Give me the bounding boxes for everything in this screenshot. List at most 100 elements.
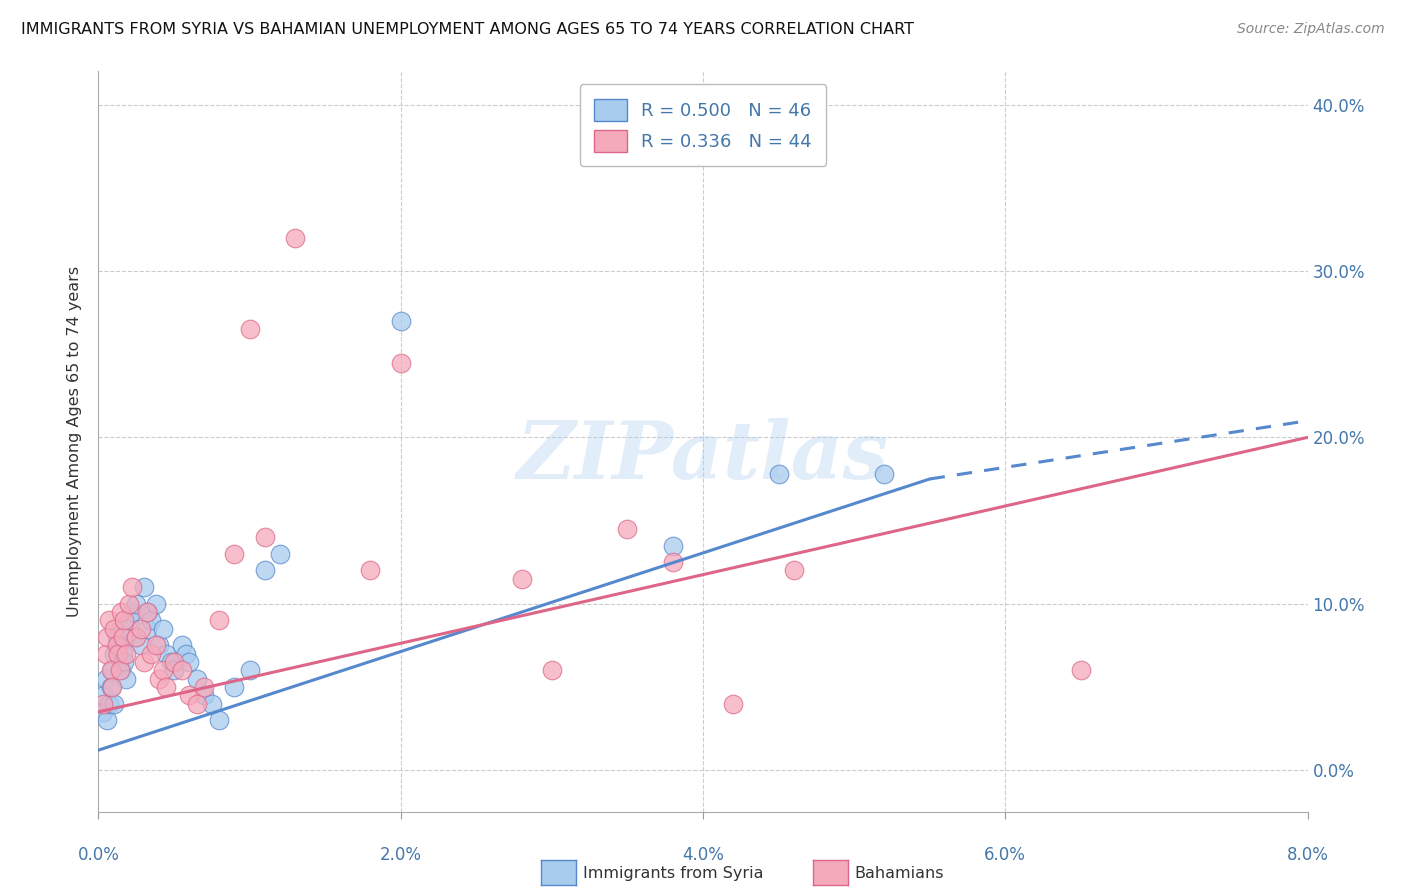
Point [132, 580, 155, 594]
Point [389, 355, 412, 369]
Point [114, 672, 136, 686]
Point [91, 705, 114, 719]
Point [186, 697, 208, 711]
Point [101, 663, 124, 677]
Point [253, 530, 276, 544]
Point [1070, 663, 1092, 677]
Point [174, 647, 197, 661]
Point [135, 605, 157, 619]
Text: 2.0%: 2.0% [380, 847, 422, 864]
Point [193, 680, 215, 694]
Point [121, 605, 143, 619]
Point [155, 680, 177, 694]
Point [170, 638, 193, 652]
Point [110, 605, 132, 619]
Point [135, 622, 157, 636]
Point [783, 564, 806, 578]
Point [155, 647, 177, 661]
Point [768, 467, 790, 481]
Point [208, 614, 231, 628]
Point [121, 580, 143, 594]
Y-axis label: Unemployment Among Ages 65 to 74 years: Unemployment Among Ages 65 to 74 years [67, 266, 83, 617]
Point [163, 663, 186, 677]
Text: 8.0%: 8.0% [1286, 847, 1329, 864]
Point [112, 655, 135, 669]
Point [129, 638, 152, 652]
Point [141, 647, 163, 661]
Point [141, 614, 163, 628]
Point [873, 467, 896, 481]
Text: IMMIGRANTS FROM SYRIA VS BAHAMIAN UNEMPLOYMENT AMONG AGES 65 TO 74 YEARS CORRELA: IMMIGRANTS FROM SYRIA VS BAHAMIAN UNEMPL… [21, 22, 914, 37]
Point [389, 314, 412, 328]
Point [269, 547, 291, 561]
Point [94, 647, 117, 661]
Point [661, 555, 683, 569]
Point [510, 572, 533, 586]
Text: Immigrants from Syria: Immigrants from Syria [583, 866, 763, 880]
Point [107, 638, 129, 652]
Point [224, 680, 246, 694]
Point [114, 647, 136, 661]
Point [129, 622, 152, 636]
Point [110, 663, 132, 677]
Point [118, 614, 141, 628]
Point [96, 630, 118, 644]
Point [239, 663, 262, 677]
Point [100, 663, 122, 677]
Point [96, 713, 118, 727]
Point [148, 672, 170, 686]
Point [179, 688, 201, 702]
Point [91, 697, 114, 711]
Point [208, 713, 231, 727]
Point [163, 655, 186, 669]
Point [723, 697, 745, 711]
Point [107, 647, 129, 661]
Point [103, 697, 125, 711]
Point [253, 564, 276, 578]
Point [105, 630, 128, 644]
Point [111, 630, 134, 644]
Point [125, 630, 148, 644]
Point [101, 680, 124, 694]
Point [145, 638, 167, 652]
Text: 0.0%: 0.0% [77, 847, 120, 864]
Text: Source: ZipAtlas.com: Source: ZipAtlas.com [1237, 22, 1385, 37]
Text: 4.0%: 4.0% [682, 847, 724, 864]
Point [136, 605, 159, 619]
Text: 6.0%: 6.0% [984, 847, 1026, 864]
Point [108, 622, 131, 636]
Point [105, 638, 128, 652]
Point [108, 663, 131, 677]
Point [239, 322, 262, 336]
Point [224, 547, 246, 561]
Point [170, 663, 193, 677]
Point [201, 697, 224, 711]
Point [616, 522, 638, 536]
Point [100, 680, 122, 694]
Point [193, 688, 215, 702]
Point [125, 597, 148, 611]
Point [152, 622, 174, 636]
Point [661, 539, 683, 553]
Point [112, 614, 135, 628]
Point [145, 597, 167, 611]
Point [360, 564, 382, 578]
Point [179, 655, 201, 669]
Point [98, 697, 121, 711]
Point [186, 672, 208, 686]
Point [125, 630, 148, 644]
Point [118, 597, 141, 611]
Point [103, 647, 125, 661]
Point [98, 614, 121, 628]
Point [148, 638, 170, 652]
Point [152, 663, 174, 677]
Point [540, 663, 562, 677]
Point [93, 688, 115, 702]
Point [132, 655, 155, 669]
Point [284, 231, 307, 245]
Text: ZIPatlas: ZIPatlas [517, 417, 889, 495]
Point [160, 655, 183, 669]
Point [103, 622, 125, 636]
Point [111, 647, 134, 661]
Text: Bahamians: Bahamians [855, 866, 945, 880]
